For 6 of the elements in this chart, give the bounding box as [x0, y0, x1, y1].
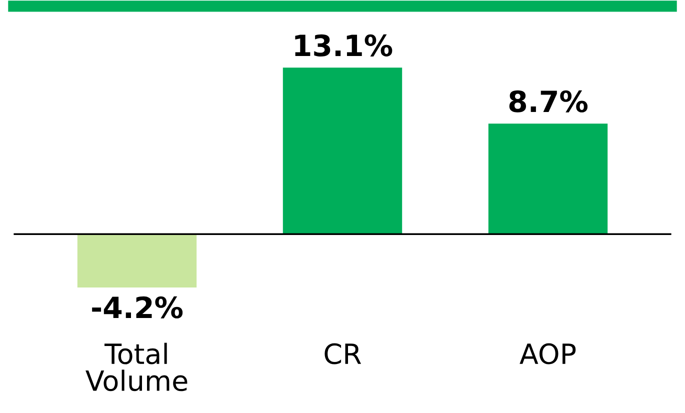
x-tick-label: CR: [324, 343, 362, 364]
x-tick-label: Total Volume: [86, 342, 188, 392]
data-label: 8.7%: [509, 90, 588, 112]
data-label: 13.1%: [295, 34, 392, 56]
x-tick-label: AOP: [520, 343, 576, 364]
data-label: -4.2%: [92, 296, 183, 318]
